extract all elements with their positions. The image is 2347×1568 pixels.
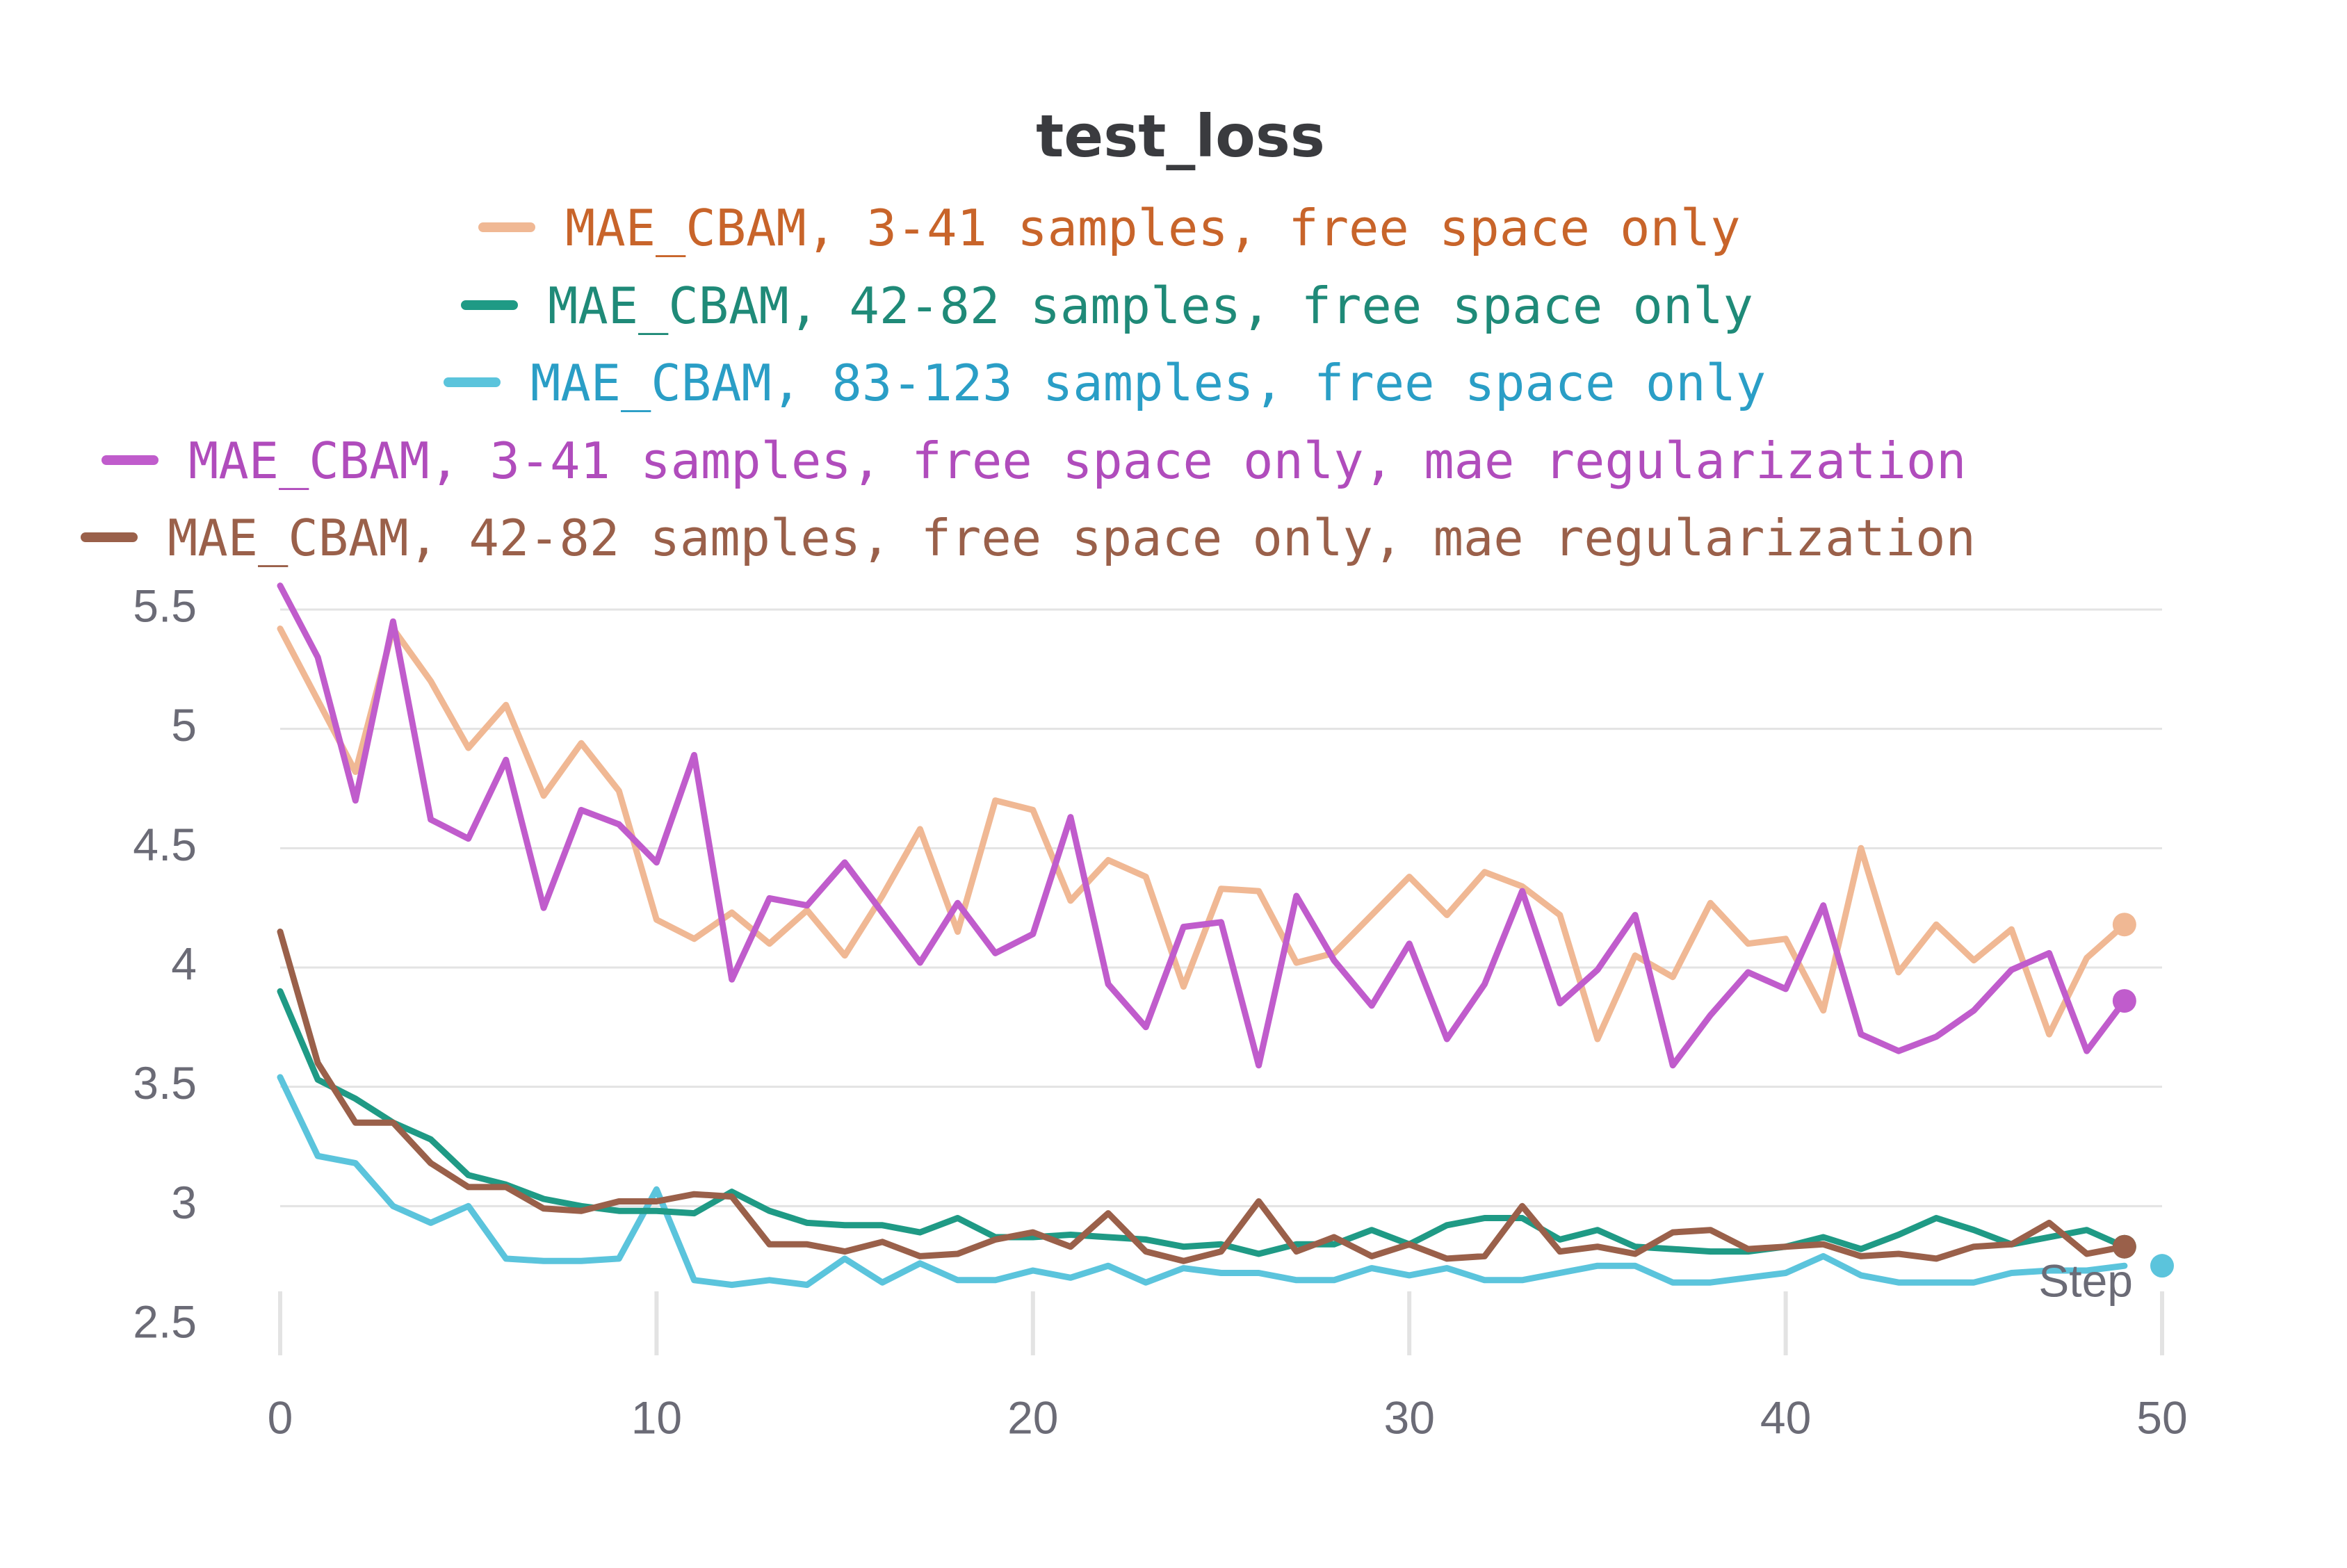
series-end-marker <box>2150 1254 2174 1278</box>
legend-label: MAE_CBAM, 3-41 samples, free space only <box>565 199 1741 257</box>
x-tick-label: 10 <box>631 1391 682 1443</box>
x-tick-label: 0 <box>268 1391 293 1443</box>
legend-item[interactable]: MAE_CBAM, 83-123 samples, free space onl… <box>444 354 1766 412</box>
y-tick-label: 3 <box>171 1177 197 1228</box>
legend-item[interactable]: MAE_CBAM, 42-82 samples, free space only… <box>81 509 1976 567</box>
series-line <box>277 929 2128 1264</box>
x-tick-label: 30 <box>1383 1391 1434 1443</box>
y-tick-label: 5.5 <box>133 580 197 631</box>
x-axis-label: Step <box>2038 1255 2133 1306</box>
legend-label: MAE_CBAM, 42-82 samples, free space only <box>548 277 1753 335</box>
series-line <box>277 988 2128 1257</box>
x-tick-label: 20 <box>1007 1391 1058 1443</box>
y-tick-label: 2.5 <box>133 1296 197 1347</box>
x-tick-label: 50 <box>2136 1391 2187 1443</box>
y-axis-ticks: 2.5 3 3.5 4 4.5 5 5.5 <box>133 580 197 1347</box>
chart-title: test_loss <box>1036 102 1325 170</box>
plot-lines <box>277 582 2174 1289</box>
y-tick-label: 4.5 <box>133 819 197 870</box>
series-line <box>277 582 2128 1069</box>
y-tick-label: 3.5 <box>133 1057 197 1109</box>
series-end-marker <box>2112 913 2136 937</box>
legend-label: MAE_CBAM, 83-123 samples, free space onl… <box>530 354 1766 412</box>
series-end-marker <box>2112 989 2136 1013</box>
x-axis-ticks: 0 10 20 30 40 50 <box>268 1291 2188 1443</box>
series-line <box>277 1074 2128 1289</box>
x-tick-label: 40 <box>1760 1391 1811 1443</box>
legend[interactable]: MAE_CBAM, 3-41 samples, free space only M… <box>81 199 1976 567</box>
y-tick-label: 5 <box>171 699 197 751</box>
legend-item[interactable]: MAE_CBAM, 3-41 samples, free space only,… <box>101 432 1967 490</box>
legend-item[interactable]: MAE_CBAM, 42-82 samples, free space only <box>461 277 1753 335</box>
series-line <box>277 626 2128 1043</box>
legend-label: MAE_CBAM, 3-41 samples, free space only,… <box>188 432 1967 490</box>
y-tick-label: 4 <box>171 938 197 989</box>
legend-label: MAE_CBAM, 42-82 samples, free space only… <box>168 509 1976 567</box>
series-end-marker <box>2112 1234 2136 1259</box>
legend-item[interactable]: MAE_CBAM, 3-41 samples, free space only <box>478 199 1741 257</box>
